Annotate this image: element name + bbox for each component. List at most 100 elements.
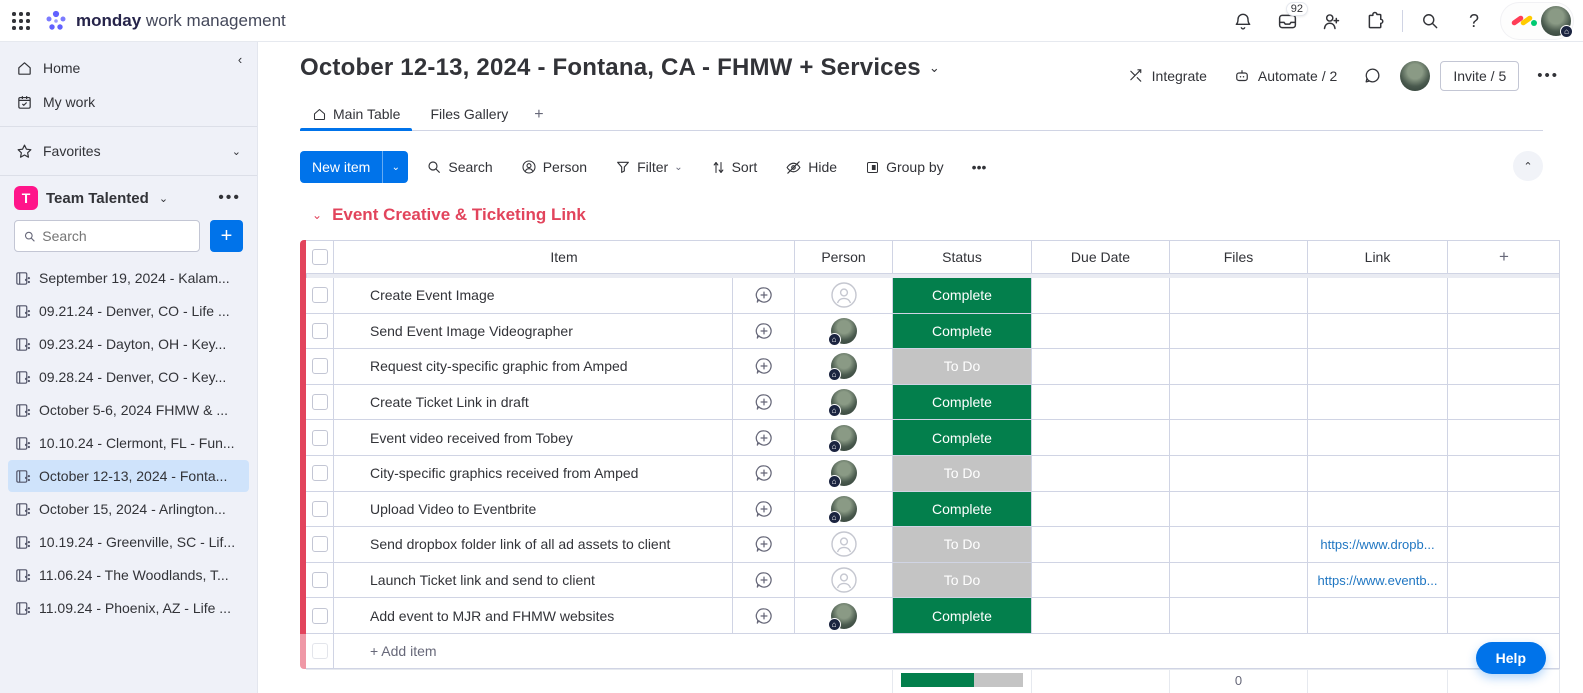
notifications-bell-icon[interactable] (1226, 4, 1260, 38)
workspace-chevron-down-icon[interactable]: ⌄ (159, 192, 168, 205)
open-item-chat-button[interactable] (733, 598, 795, 633)
item-link[interactable]: https://www.dropb... (1320, 537, 1434, 552)
person-avatar[interactable]: ⌂ (831, 425, 857, 451)
person-cell[interactable]: ⌂ (795, 492, 893, 527)
due-date-cell[interactable] (1032, 456, 1170, 491)
open-item-chat-button[interactable] (733, 314, 795, 349)
toolbar-filter-button[interactable]: Filter ⌄ (605, 153, 693, 181)
sidebar-item-home[interactable]: Home (8, 52, 249, 84)
toolbar-more-icon[interactable]: ••• (962, 153, 997, 181)
item-name-cell[interactable]: Create Event Image (334, 278, 733, 313)
add-view-button[interactable]: + (526, 106, 551, 130)
files-cell[interactable] (1170, 456, 1308, 491)
due-date-cell[interactable] (1032, 349, 1170, 384)
open-item-chat-button[interactable] (733, 456, 795, 491)
person-cell[interactable]: ⌂ (795, 598, 893, 633)
person-avatar[interactable]: ⌂ (831, 353, 857, 379)
row-checkbox[interactable] (312, 608, 328, 624)
sidebar-board-item[interactable]: September 19, 2024 - Kalam... (8, 262, 249, 294)
link-cell[interactable] (1308, 349, 1448, 384)
files-cell[interactable] (1170, 598, 1308, 633)
due-date-cell[interactable] (1032, 420, 1170, 455)
integrate-button[interactable]: Integrate (1120, 61, 1215, 90)
person-cell[interactable]: ⌂ (795, 349, 893, 384)
add-column-button[interactable]: + (1448, 241, 1560, 273)
toolbar-search-button[interactable]: Search (416, 153, 502, 181)
toolbar-group-by-button[interactable]: Group by (855, 153, 954, 181)
person-avatar[interactable]: ⌂ (831, 389, 857, 415)
item-link[interactable]: https://www.eventb... (1318, 573, 1438, 588)
favorites-chevron-down-icon[interactable]: ⌄ (232, 145, 241, 158)
status-cell[interactable]: To Do (893, 456, 1032, 491)
files-cell[interactable] (1170, 492, 1308, 527)
status-cell[interactable]: Complete (893, 492, 1032, 527)
open-item-chat-button[interactable] (733, 563, 795, 598)
open-item-chat-button[interactable] (733, 492, 795, 527)
files-cell[interactable] (1170, 278, 1308, 313)
sidebar-search-input[interactable] (42, 228, 191, 244)
person-avatar[interactable]: ⌂ (831, 496, 857, 522)
workspace-selector[interactable]: T Team Talented ⌄ ••• (14, 186, 241, 210)
invite-button[interactable]: Invite / 5 (1440, 61, 1519, 91)
invite-members-icon[interactable] (1314, 4, 1348, 38)
column-header-link[interactable]: Link (1308, 241, 1448, 273)
column-header-due-date[interactable]: Due Date (1032, 241, 1170, 273)
row-checkbox[interactable] (312, 572, 328, 588)
search-icon[interactable] (1413, 4, 1447, 38)
row-checkbox[interactable] (312, 430, 328, 446)
open-item-chat-button[interactable] (733, 527, 795, 562)
item-name-cell[interactable]: Send Event Image Videographer (334, 314, 733, 349)
row-checkbox[interactable] (312, 323, 328, 339)
item-name-cell[interactable]: Add event to MJR and FHMW websites (334, 598, 733, 633)
link-cell[interactable] (1308, 420, 1448, 455)
open-item-chat-button[interactable] (733, 278, 795, 313)
person-avatar[interactable]: ⌂ (831, 318, 857, 344)
new-item-button[interactable]: New item ⌄ (300, 151, 408, 183)
apps-marketplace-icon[interactable] (1358, 4, 1392, 38)
files-cell[interactable] (1170, 314, 1308, 349)
status-cell[interactable]: Complete (893, 314, 1032, 349)
monday-logo[interactable]: monday work management (44, 9, 286, 33)
status-progress-bar[interactable] (901, 673, 1023, 687)
link-cell[interactable] (1308, 456, 1448, 491)
status-cell[interactable]: Complete (893, 420, 1032, 455)
assign-person-icon[interactable] (831, 567, 857, 593)
open-item-chat-button[interactable] (733, 385, 795, 420)
row-checkbox[interactable] (312, 501, 328, 517)
item-name-cell[interactable]: Event video received from Tobey (334, 420, 733, 455)
group-header[interactable]: ⌄ Event Creative & Ticketing Link (312, 205, 586, 225)
open-item-chat-button[interactable] (733, 420, 795, 455)
person-cell[interactable] (795, 278, 893, 313)
filter-chevron-icon[interactable]: ⌄ (674, 162, 682, 173)
due-date-cell[interactable] (1032, 527, 1170, 562)
help-question-icon[interactable]: ? (1457, 4, 1491, 38)
new-item-chevron-icon[interactable]: ⌄ (382, 151, 408, 183)
sidebar-board-item[interactable]: October 12-13, 2024 - Fonta... (8, 460, 249, 492)
sidebar-board-item[interactable]: 10.19.24 - Greenville, SC - Lif... (8, 526, 249, 558)
automate-button[interactable]: Automate / 2 (1225, 61, 1345, 91)
link-cell[interactable] (1308, 278, 1448, 313)
person-cell[interactable] (795, 563, 893, 598)
sidebar-collapse-icon[interactable]: ‹ (227, 46, 253, 72)
sidebar-board-item[interactable]: 09.21.24 - Denver, CO - Life ... (8, 295, 249, 327)
status-cell[interactable]: To Do (893, 563, 1032, 598)
help-button[interactable]: Help (1476, 642, 1546, 674)
due-date-cell[interactable] (1032, 314, 1170, 349)
assign-person-icon[interactable] (831, 531, 857, 557)
select-all-checkbox[interactable] (312, 249, 328, 265)
sidebar-item-my-work[interactable]: My work (8, 86, 249, 118)
inbox-icon[interactable]: 92 (1270, 4, 1304, 38)
files-cell[interactable] (1170, 385, 1308, 420)
files-cell[interactable] (1170, 420, 1308, 455)
sidebar-board-item[interactable]: 10.10.24 - Clermont, FL - Fun... (8, 427, 249, 459)
item-name-cell[interactable]: City-specific graphics received from Amp… (334, 456, 733, 491)
sidebar-board-item[interactable]: 09.23.24 - Dayton, OH - Key... (8, 328, 249, 360)
person-cell[interactable]: ⌂ (795, 385, 893, 420)
column-header-person[interactable]: Person (795, 241, 893, 273)
add-board-button[interactable]: + (210, 220, 243, 252)
board-header[interactable]: October 12-13, 2024 - Fontana, CA - FHMW… (300, 54, 940, 82)
toolbar-hide-button[interactable]: Hide (775, 153, 847, 182)
row-checkbox[interactable] (312, 358, 328, 374)
toolbar-sort-button[interactable]: Sort (701, 153, 768, 181)
item-name-cell[interactable]: Request city-specific graphic from Amped (334, 349, 733, 384)
